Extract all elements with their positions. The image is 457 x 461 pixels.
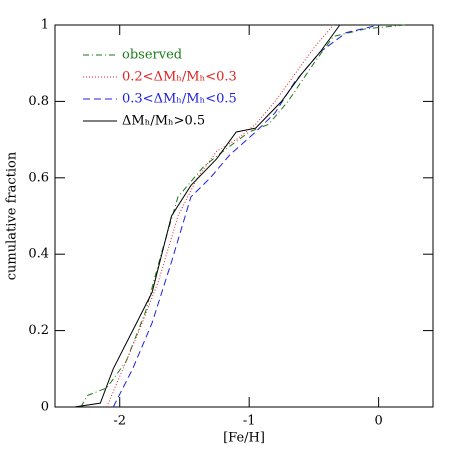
y-tick-label: 0	[41, 400, 49, 415]
y-tick-label: 0.4	[28, 247, 49, 262]
x-axis-label: [Fe/H]	[223, 431, 265, 446]
legend-label: observed	[122, 48, 182, 63]
legend-label: ΔMₕ/Mₕ>0.5	[122, 114, 205, 129]
plot-frame	[54, 24, 434, 408]
series-line	[74, 24, 341, 408]
y-tick-label: 0.8	[28, 94, 49, 109]
x-tick-label: 0	[374, 414, 382, 429]
series-line	[106, 24, 334, 408]
x-tick-label: -2	[113, 414, 126, 429]
legend-label: 0.2<ΔMₕ/Mₕ<0.3	[122, 70, 237, 85]
series-line	[80, 24, 405, 408]
x-tick-label: -1	[243, 414, 256, 429]
y-tick-label: 0.2	[28, 323, 49, 338]
y-tick-label: 0.6	[28, 170, 49, 185]
y-axis-label: cumulative fraction	[5, 151, 20, 280]
y-tick-label: 1	[41, 18, 49, 33]
legend-label: 0.3<ΔMₕ/Mₕ<0.5	[122, 92, 237, 107]
